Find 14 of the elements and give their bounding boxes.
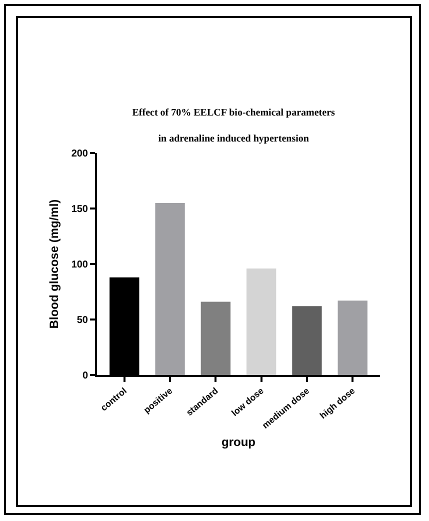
bar — [338, 300, 368, 375]
y-tick-label: 150 — [71, 204, 88, 215]
y-tick-label: 0 — [82, 370, 88, 382]
y-tick-label: 200 — [71, 148, 88, 160]
y-tick-label: 50 — [76, 315, 88, 326]
y-axis-title: Blood glucose (mg/ml) — [47, 199, 62, 329]
bar — [246, 268, 276, 375]
x-axis-title: group — [222, 434, 256, 449]
bar — [200, 302, 231, 375]
chart-title: Effect of 70% EELCF bio-chemical parameters — [132, 107, 336, 118]
bar — [292, 306, 322, 375]
y-tick-label: 100 — [71, 260, 88, 270]
bar — [155, 202, 185, 375]
chart-subtitle: in adrenaline induced hypertension — [158, 133, 310, 144]
